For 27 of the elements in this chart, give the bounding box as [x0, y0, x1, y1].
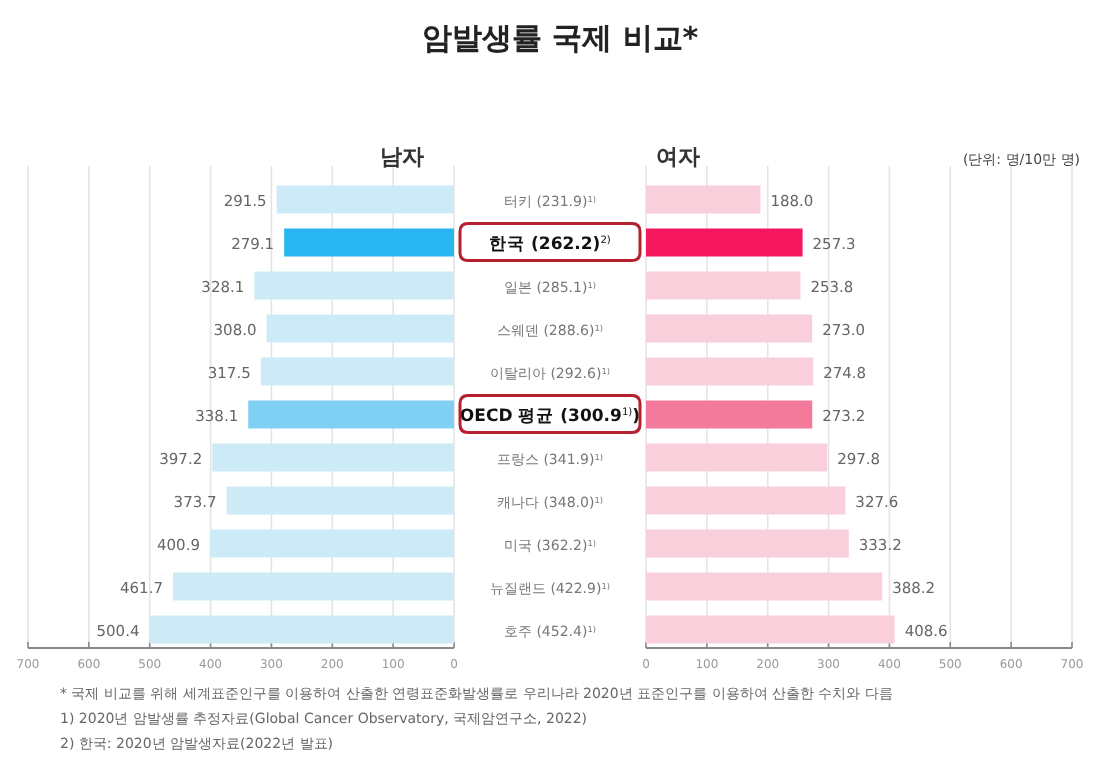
bar: [266, 314, 454, 343]
bar: [226, 486, 454, 515]
y-tick-label: 한국 (262.2)$^{2)}$: [489, 234, 611, 255]
bar: [646, 357, 814, 386]
bar: [212, 443, 454, 472]
chart-subtitle: 남자: [380, 144, 424, 170]
bar: [646, 486, 846, 515]
bar: [646, 443, 828, 472]
bar: [276, 185, 454, 214]
bar: [646, 271, 801, 300]
bar: [248, 400, 454, 429]
bar: [210, 529, 454, 558]
bar: [646, 615, 895, 644]
bar: [646, 228, 803, 257]
text: 암발생률 국제 비교*: [421, 20, 699, 56]
bar: [646, 400, 813, 429]
bar: [254, 271, 454, 300]
bar: [260, 357, 454, 386]
bar: [646, 314, 813, 343]
bar: [646, 572, 883, 601]
bar: [284, 228, 454, 257]
bar: [646, 529, 849, 558]
bar: [646, 185, 761, 214]
chart-title: 여자: [656, 144, 700, 170]
y-tick-label: OECD 평균 (300.9$^{1)}$): [459, 406, 641, 427]
bar: [149, 615, 454, 644]
bar: [173, 572, 454, 601]
